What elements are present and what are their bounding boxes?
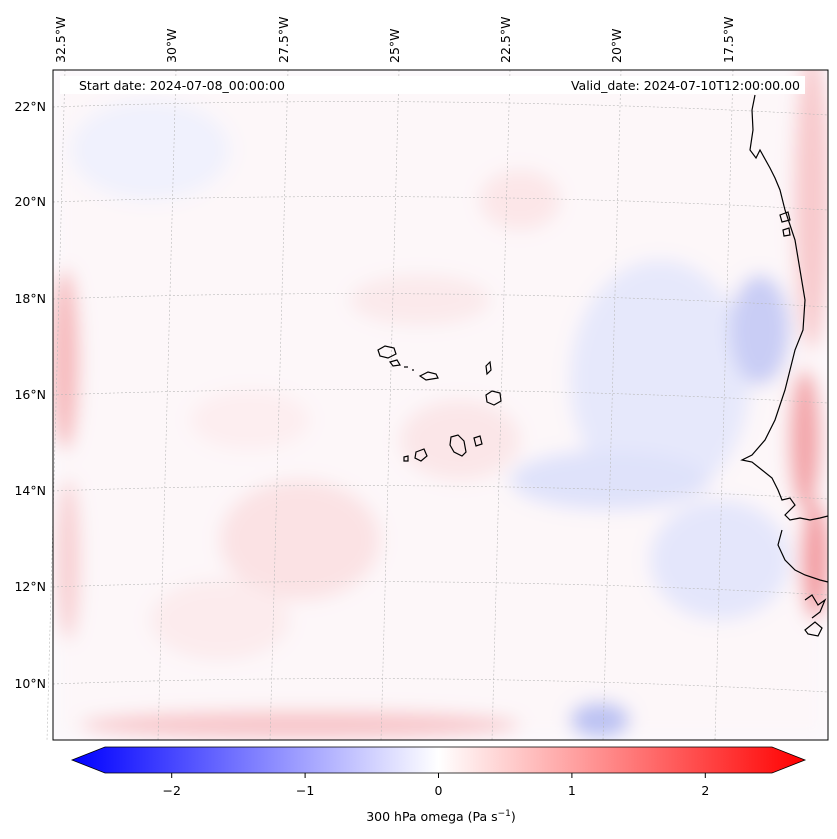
- lat-label-14n: 14°N: [14, 483, 46, 498]
- start-date-label: Start date: 2024-07-08_00:00:00: [79, 78, 285, 93]
- brava-island: [403, 455, 409, 462]
- coastline: [740, 94, 828, 637]
- header-strip: [60, 76, 805, 94]
- omega-field: [53, 70, 828, 740]
- sao-nicolau-island: [418, 371, 439, 381]
- colorbar-tick-label: 1: [568, 783, 576, 798]
- colorbar-tick-label: 2: [701, 783, 709, 798]
- lat-label-22n: 22°N: [14, 99, 46, 114]
- map-panel: Start date: 2024-07-08_00:00:00 Valid_da…: [46, 69, 829, 741]
- parallel-line: [52, 581, 829, 596]
- lon-label-17-5w: 17.5°W: [721, 17, 736, 63]
- parallel-line: [52, 293, 829, 308]
- lon-label-22-5w: 22.5°W: [498, 17, 513, 63]
- colorbar-tick-label: 0: [435, 783, 443, 798]
- colorbar-ticks: −2 −1 0 1 2: [162, 773, 709, 798]
- parallel-line: [52, 678, 829, 693]
- colorbar: −2 −1 0 1 2 300 hPa omega (Pa s−1): [70, 746, 807, 824]
- lon-label-20w: 20°W: [609, 28, 624, 63]
- lat-label-18n: 18°N: [14, 291, 46, 306]
- sao-vicente-island: [388, 359, 401, 367]
- parallel-line: [52, 485, 829, 500]
- lat-label-12n: 12°N: [14, 579, 46, 594]
- cape-verde-islands: [377, 345, 502, 462]
- lat-label-16n: 16°N: [14, 387, 46, 402]
- map-frame: [52, 69, 829, 741]
- longitude-labels: 32.5°W 30°W 27.5°W 25°W 22.5°W 20°W 17.5…: [53, 17, 736, 63]
- lon-label-27-5w: 27.5°W: [276, 17, 291, 63]
- colorbar-tick-label: −1: [296, 783, 314, 798]
- santo-antao-island: [377, 345, 397, 359]
- valid-date-label: Valid_date: 2024-07-10T12:00:00.00: [571, 78, 800, 93]
- lat-label-10n: 10°N: [14, 676, 46, 691]
- parallel-line: [52, 389, 829, 404]
- latitude-labels: 22°N 20°N 18°N 16°N 14°N 12°N 10°N: [14, 99, 46, 691]
- colorbar-label: 300 hPa omega (Pa s−1): [366, 809, 516, 824]
- lon-label-30w: 30°W: [164, 28, 179, 63]
- lon-label-32-5w: 32.5°W: [53, 17, 68, 63]
- santiago-island: [449, 434, 467, 457]
- fogo-island: [414, 448, 428, 462]
- graticule: [46, 69, 829, 741]
- colorbar-body: [70, 746, 807, 774]
- maio-island: [473, 435, 483, 447]
- lat-label-20n: 20°N: [14, 194, 46, 209]
- colorbar-tick-label: −2: [162, 783, 180, 798]
- boa-vista-island: [485, 390, 502, 406]
- sal-island: [485, 360, 492, 376]
- parallel-line: [52, 196, 829, 211]
- lon-label-25w: 25°W: [387, 28, 402, 63]
- parallel-line: [52, 101, 829, 116]
